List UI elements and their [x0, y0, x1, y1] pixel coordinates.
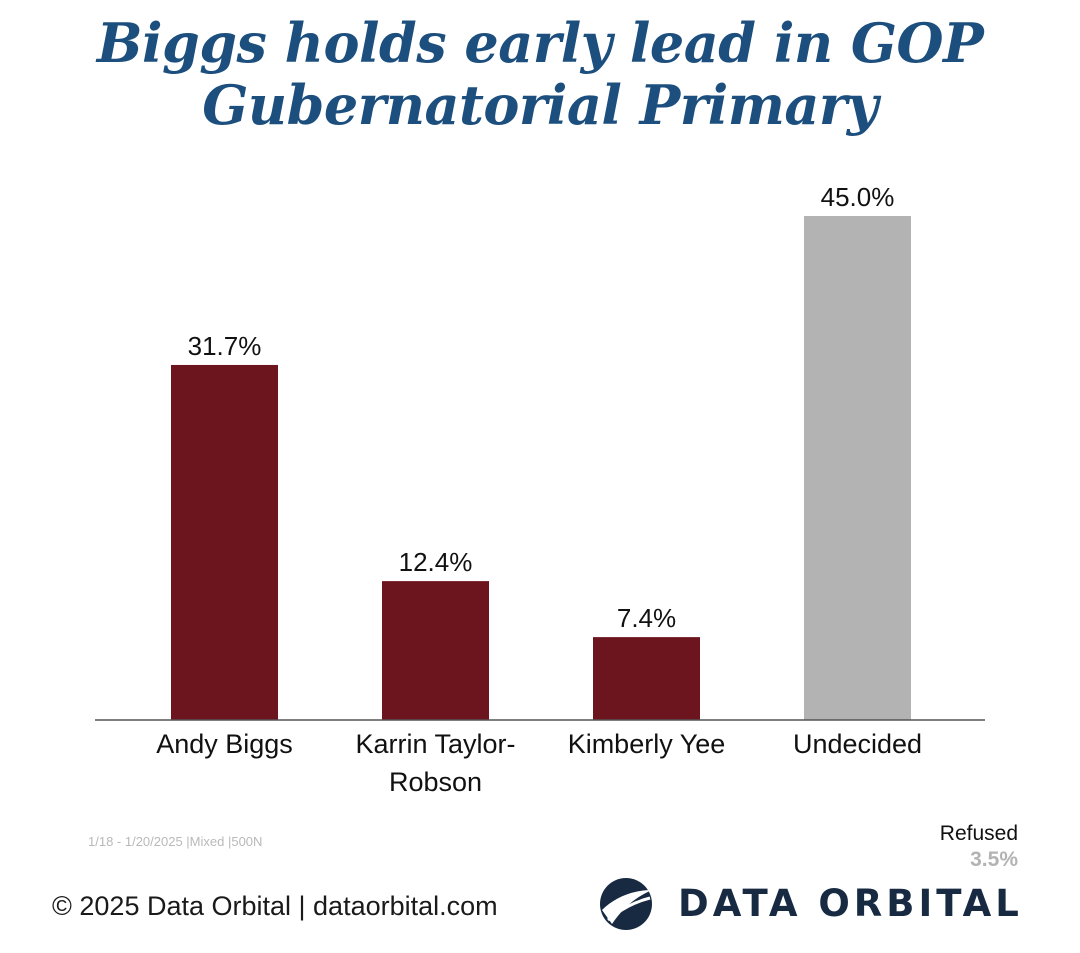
value-label-kimberly-yee: 7.4%	[617, 603, 676, 633]
refused-label: Refused	[939, 822, 1018, 845]
chart-title-line-2: Gubernatorial Primary	[202, 73, 878, 137]
bar-andy-biggs	[171, 364, 278, 720]
refused-value: 3.5%	[970, 848, 1018, 871]
survey-meta-text: 1/18 - 1/20/2025 |Mixed |500N	[88, 834, 263, 849]
bar-kimberly-yee	[593, 637, 700, 720]
value-label-andy-biggs: 31.7%	[188, 331, 262, 361]
bars-group: 31.7% Andy Biggs 12.4% Karrin Taylor-Robson…	[156, 182, 922, 797]
value-label-karrin-taylor-robson: 12.4%	[399, 547, 473, 577]
orbit-logo-icon	[600, 878, 652, 930]
chart-title-line-1: Biggs holds early lead in GOP	[96, 11, 984, 75]
bar-undecided	[804, 216, 911, 720]
category-label-kimberly-yee: Kimberly Yee	[568, 729, 726, 759]
category-label-andy-biggs: Andy Biggs	[156, 729, 293, 759]
bar-chart: 31.7% Andy Biggs 12.4% Karrin Taylor-Robson…	[95, 182, 985, 797]
copyright-text: © 2025 Data Orbital | dataorbital.com	[52, 891, 498, 921]
chart-title: Biggs holds early lead in GOP Gubernator…	[0, 12, 1080, 136]
value-label-undecided: 45.0%	[821, 182, 895, 212]
category-label-karrin-taylor-robson: Karrin Taylor-Robson	[355, 729, 515, 797]
category-label-undecided: Undecided	[793, 729, 922, 759]
data-orbital-logo: DATA ORBITAL	[598, 876, 1038, 934]
bar-karrin-taylor-robson	[382, 581, 489, 720]
logo-wordmark: DATA ORBITAL	[678, 882, 1023, 925]
